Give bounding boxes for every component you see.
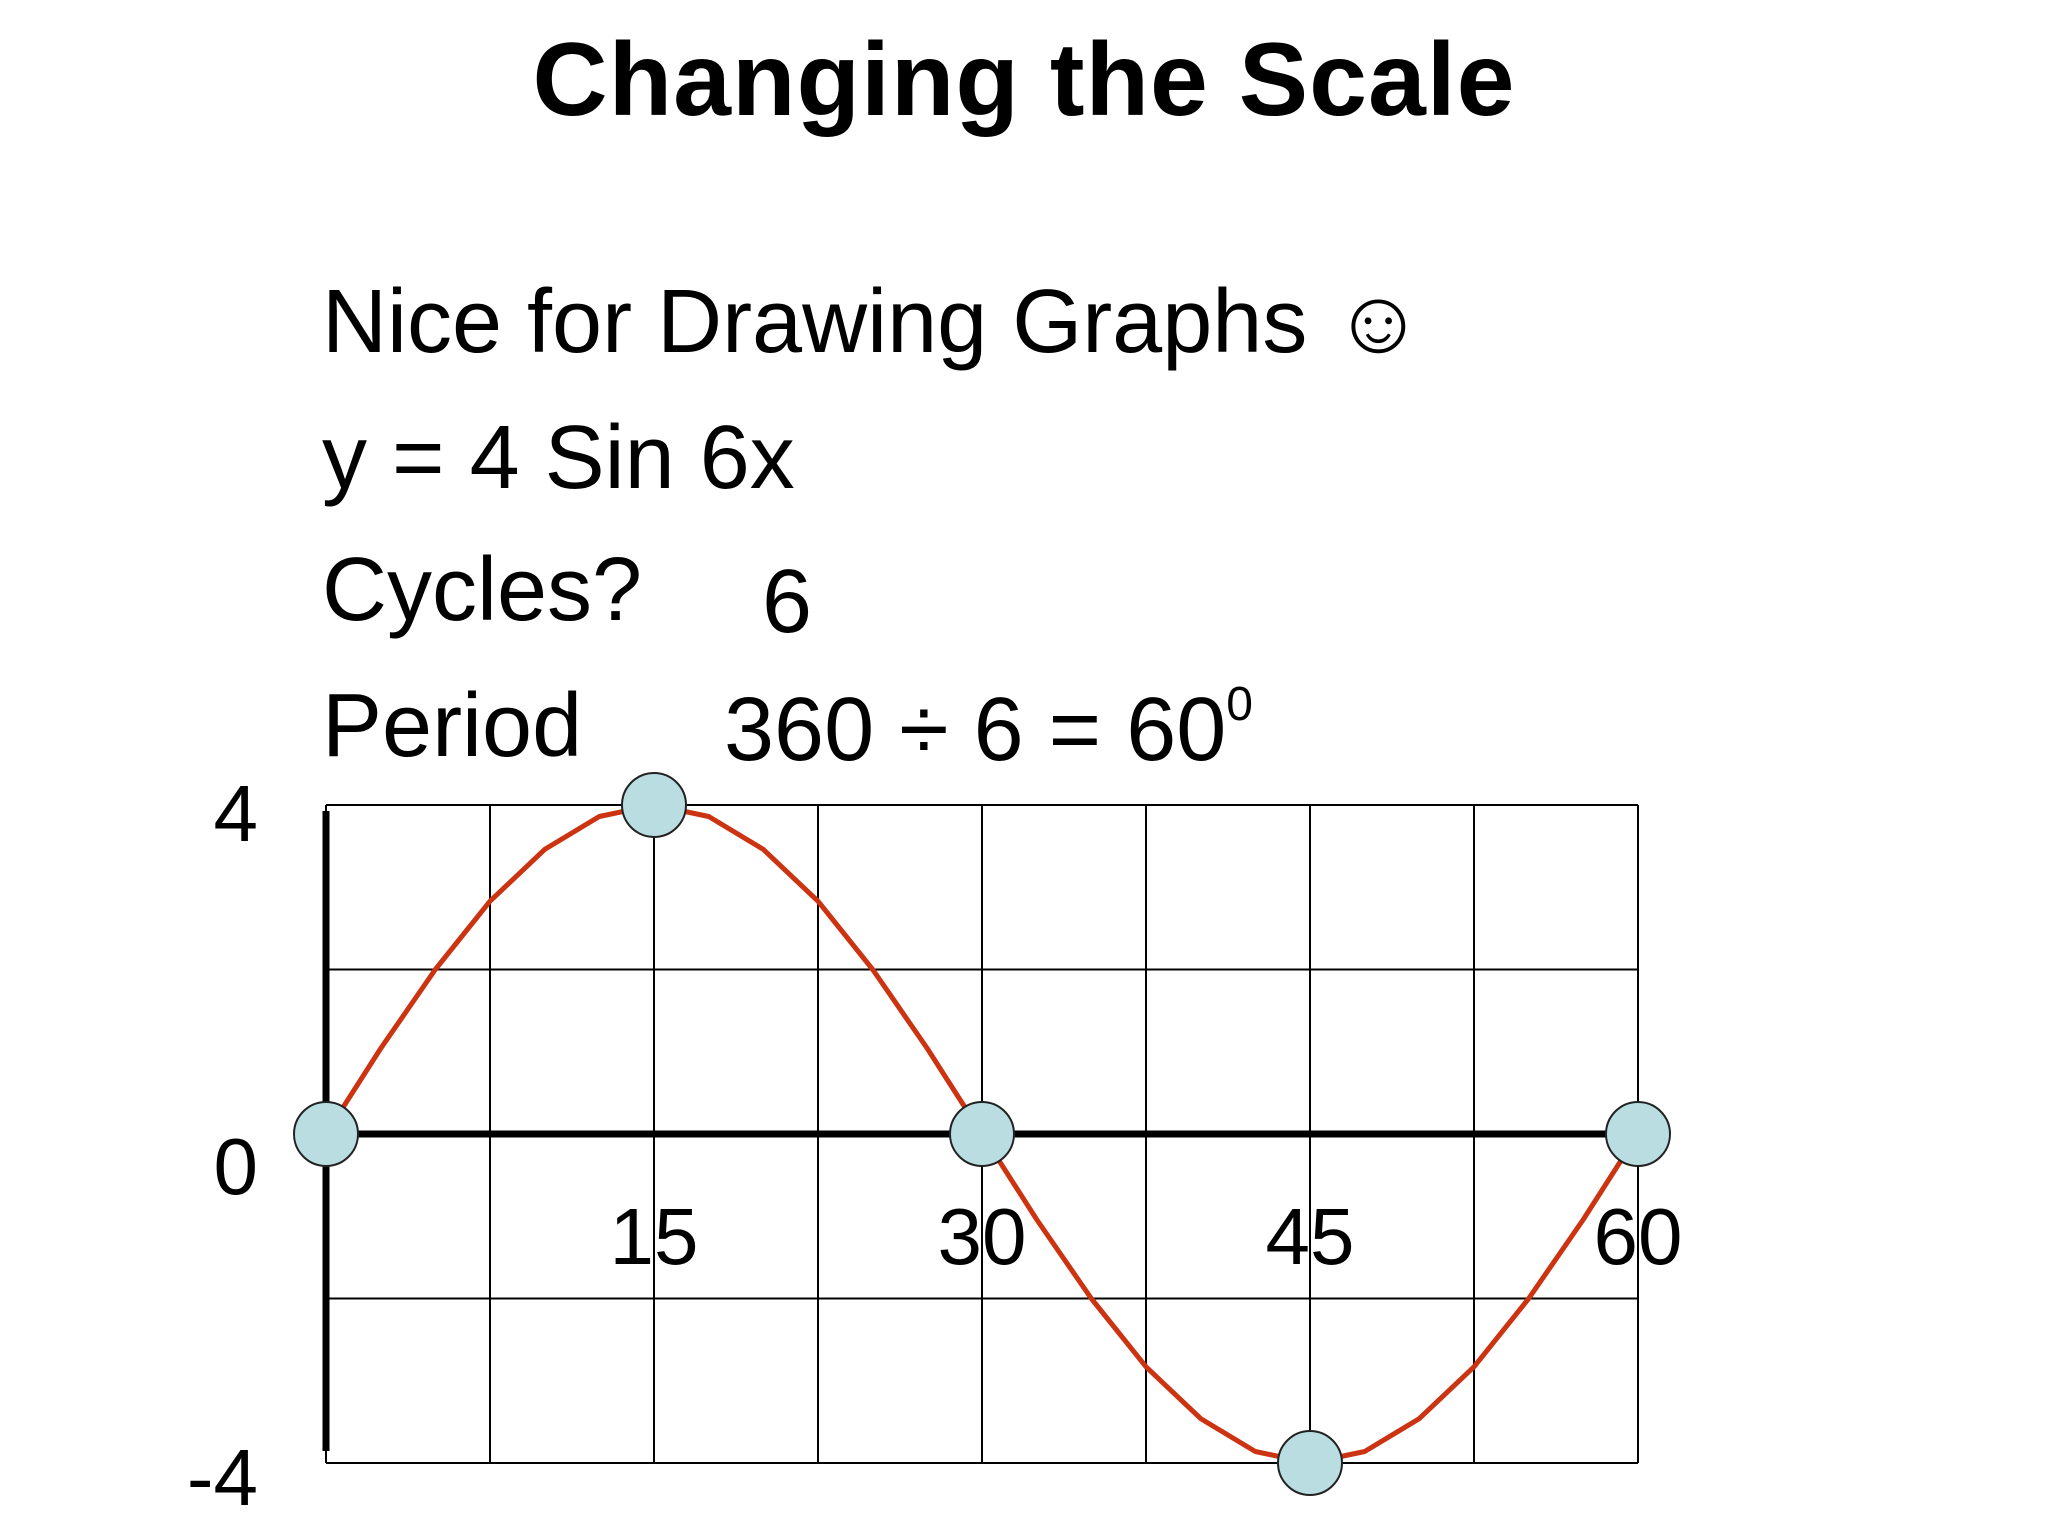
cycles-value: 6 [762, 552, 813, 652]
slide-title: Changing the Scale [532, 22, 1516, 138]
key-point-markers [293, 772, 1671, 1496]
y-tick-label: 0 [214, 1122, 259, 1211]
tick-labels: 15 30 45 60 4 0 -4 [187, 769, 1683, 1522]
x-tick-label: 30 [938, 1192, 1027, 1281]
equation-text: y = 4 Sin 6x [322, 408, 795, 508]
key-point-marker [621, 772, 687, 838]
key-point-marker [949, 1101, 1015, 1167]
x-tick-label: 45 [1266, 1192, 1355, 1281]
subtitle-nice: Nice for Drawing Graphs ☺ [322, 272, 1425, 372]
key-point-marker [1605, 1101, 1671, 1167]
x-tick-label: 60 [1594, 1192, 1683, 1281]
key-point-marker [293, 1101, 359, 1167]
period-label: Period [322, 676, 583, 776]
x-tick-label: 15 [610, 1192, 699, 1281]
cycles-label: Cycles? [322, 540, 643, 640]
degree-superscript: 0 [1226, 678, 1253, 731]
y-tick-label: -4 [187, 1433, 258, 1522]
period-calc-text: 360 ÷ 6 = 60 [724, 680, 1227, 780]
key-point-marker [1277, 1430, 1343, 1496]
period-calculation: 360 ÷ 6 = 600 [724, 680, 1253, 780]
y-tick-label: 4 [214, 769, 259, 858]
